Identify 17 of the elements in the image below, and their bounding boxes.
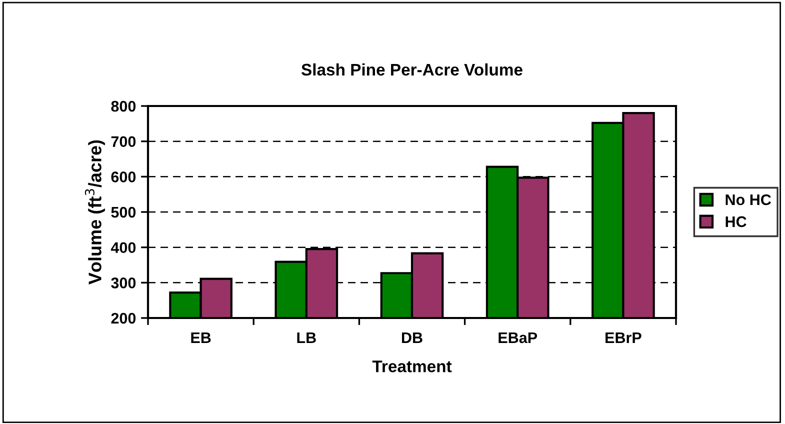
x-axis-title: Treatment (372, 360, 452, 372)
y-tick-label: 600 (111, 172, 136, 182)
y-tick-label: 300 (111, 278, 136, 288)
x-tick-label: EB (191, 332, 211, 343)
chart-title: Slash Pine Per-Acre Volume (301, 63, 522, 76)
x-tick-label: DB (402, 332, 422, 343)
y-tick-label: 200 (111, 312, 136, 324)
y-tick-label: 400 (110, 242, 136, 254)
y-tick-label: 800 (111, 100, 136, 112)
x-tick-label: EBaP (498, 332, 538, 344)
legend-label: HC (726, 216, 746, 228)
x-tick-label: LB (297, 332, 316, 343)
y-tick-label: 700 (111, 136, 136, 148)
y-tick-label: 500 (111, 206, 136, 218)
x-tick-label: EBrP (606, 332, 642, 343)
y-axis-title: Volume (ft$^{3}$/acre) (84, 140, 105, 284)
legend-label: No HC (726, 194, 772, 206)
